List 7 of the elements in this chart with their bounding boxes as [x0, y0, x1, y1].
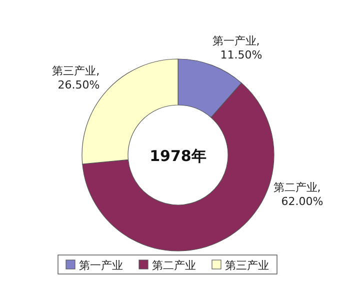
- legend-label: 第三产业: [225, 259, 269, 272]
- legend-label: 第一产业: [79, 259, 123, 272]
- data-label: 第一产业, 11.50%: [212, 34, 262, 62]
- data-label: 第二产业, 62.00%: [273, 181, 324, 208]
- legend-label: 第二产业: [152, 259, 196, 272]
- text: 1978年: [150, 147, 206, 165]
- data-label: 第三产业, 26.50%: [52, 64, 100, 92]
